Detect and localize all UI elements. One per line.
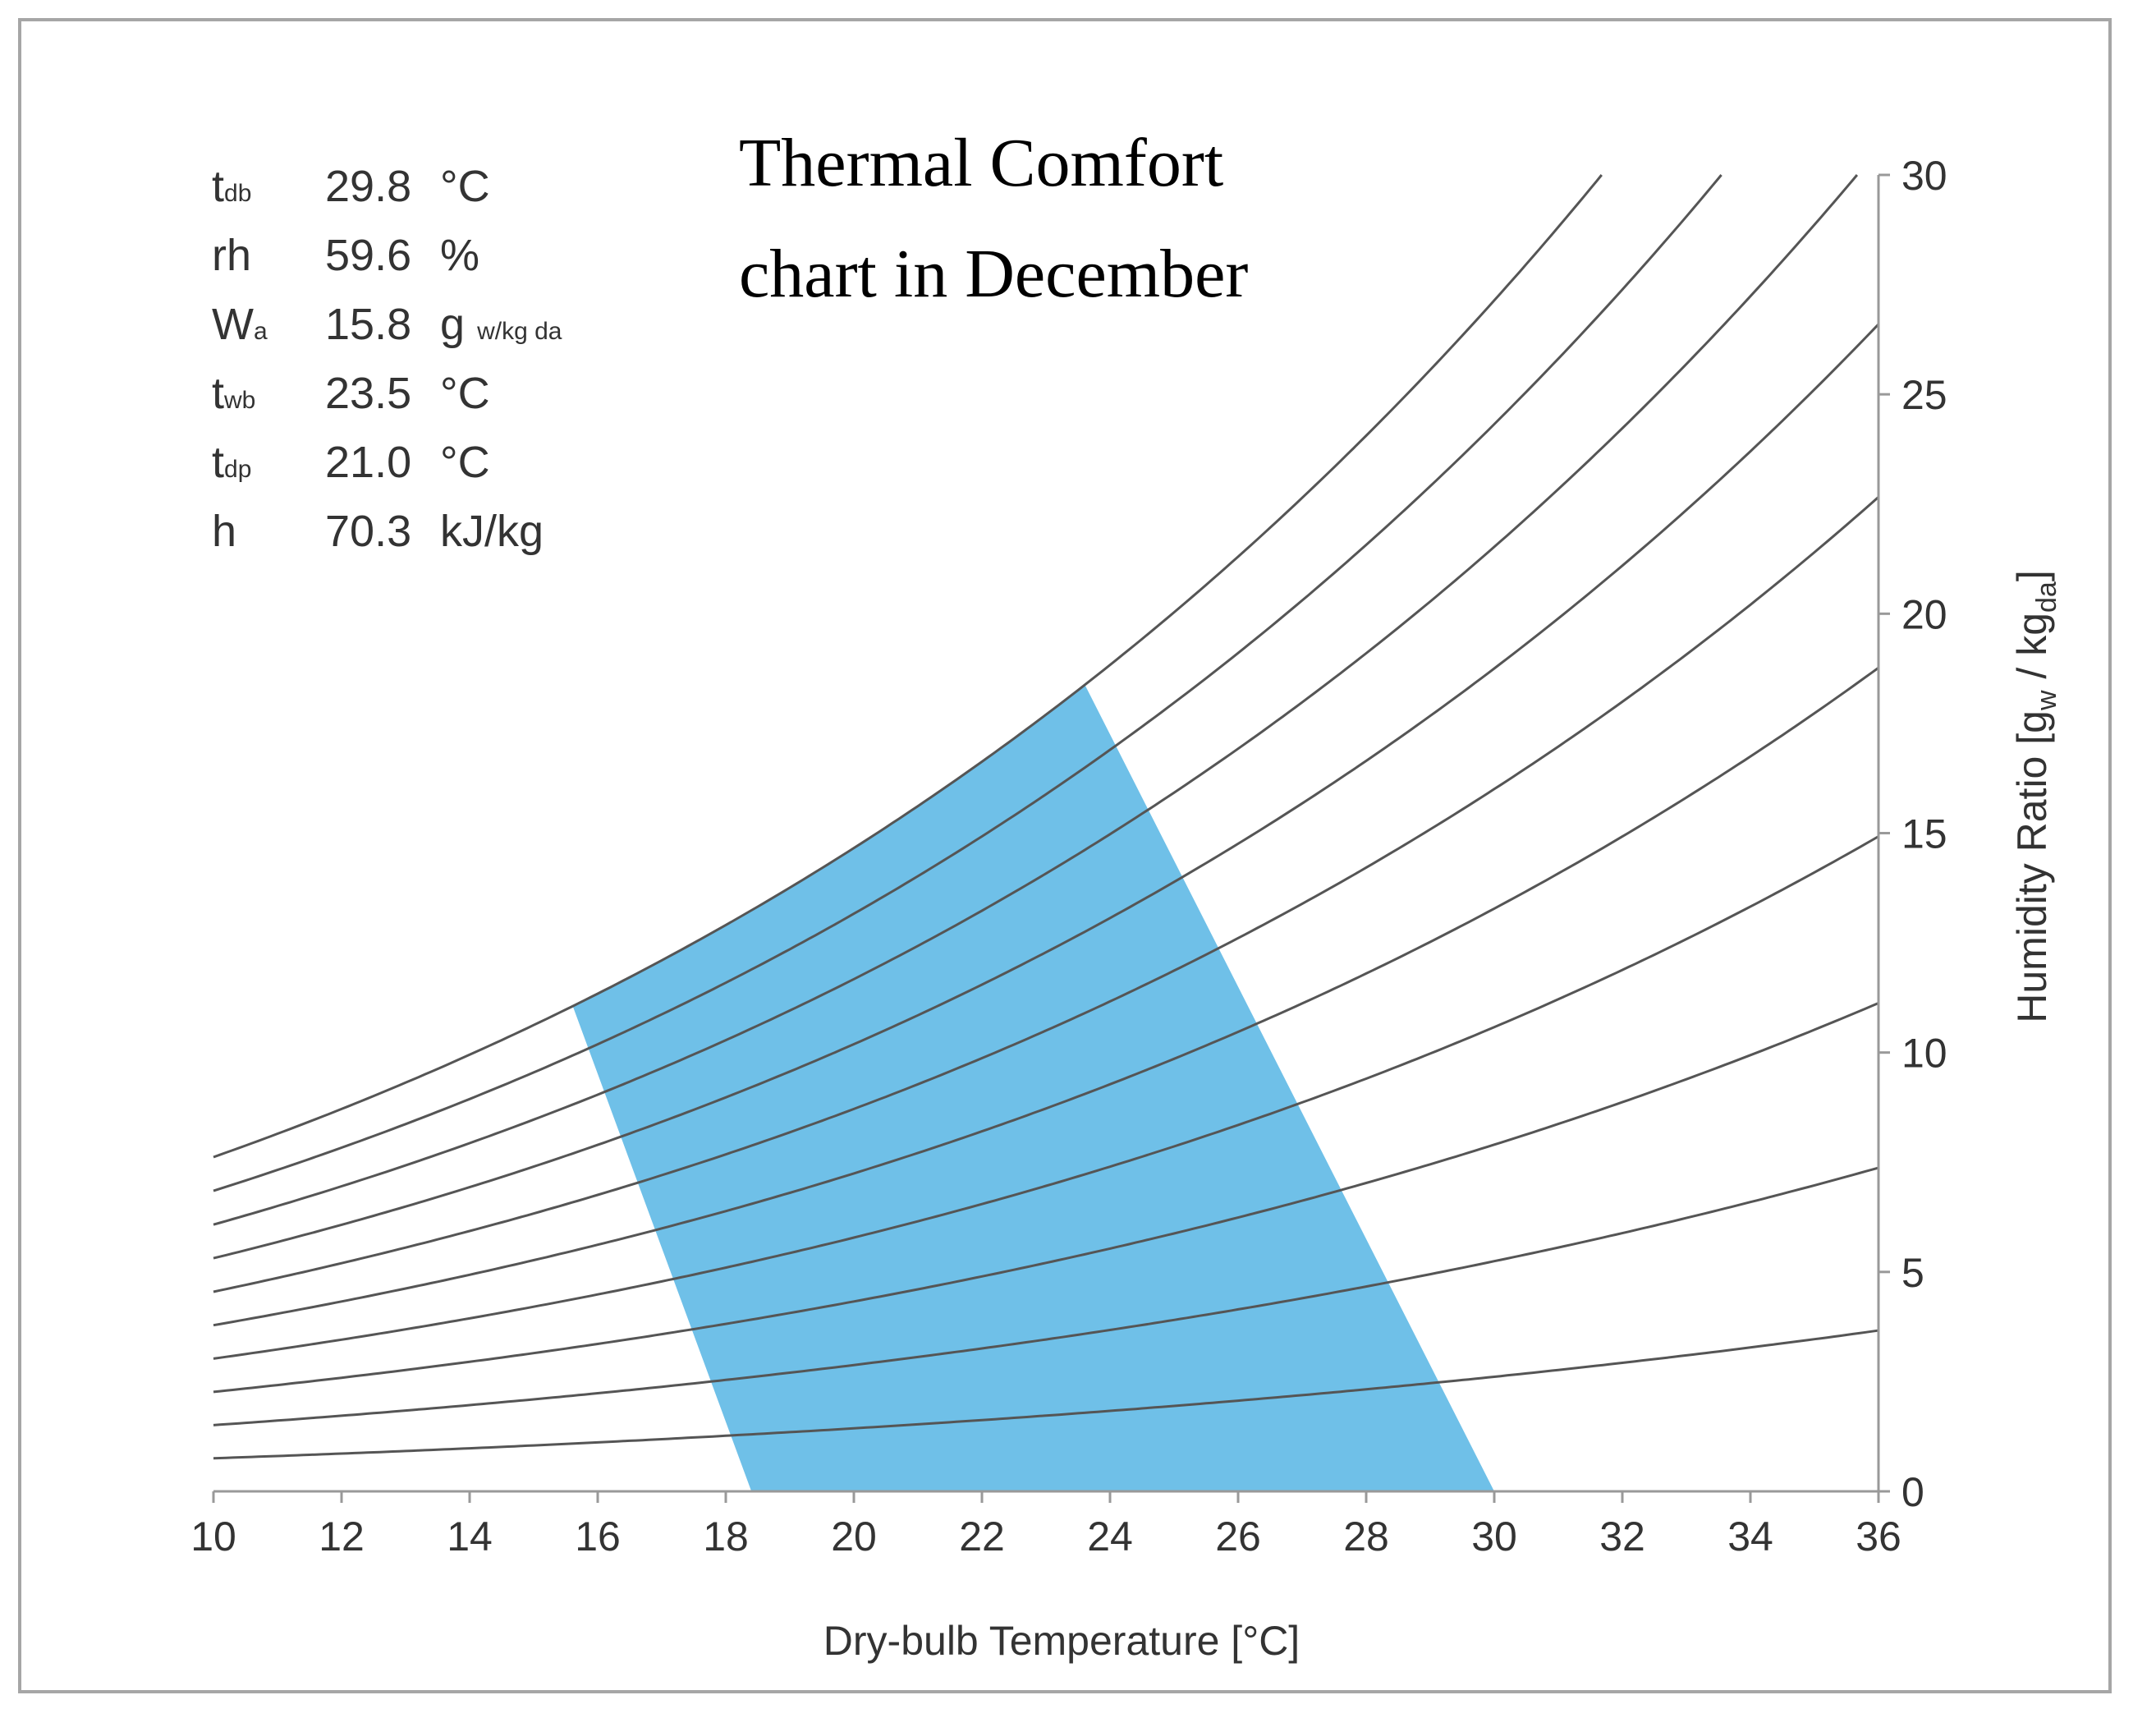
readout-unit: °C [440, 162, 490, 211]
rh-curve [213, 666, 1879, 1327]
readout-value: 29.8 [325, 162, 412, 211]
readout-unit: °C [440, 438, 490, 487]
x-tick-label: 10 [190, 1514, 236, 1560]
y-axis-label-main: Humidity Ratio [g [2009, 710, 2055, 1023]
x-axis-label: Dry-bulb Temperature [°C] [823, 1618, 1300, 1664]
rh-curve [213, 835, 1879, 1360]
y-axis-label-end: ] [2009, 570, 2055, 581]
rh-curve [213, 496, 1879, 1293]
y-axis-label-sub-da: da [2031, 581, 2062, 613]
readout-value: 15.8 [325, 300, 412, 349]
readout-unit: °C [440, 369, 490, 418]
readout-symbol: Wa [212, 300, 268, 349]
y-tick-label: 5 [1901, 1250, 1924, 1296]
rh-curve [213, 1329, 1879, 1460]
y-tick-label: 0 [1901, 1469, 1924, 1515]
rh-curves [213, 174, 1880, 1460]
x-tick-label: 30 [1471, 1514, 1517, 1560]
rh-curve [213, 174, 1603, 1159]
x-tick-label: 16 [575, 1514, 621, 1560]
y-axis-label: Humidity Ratio [gw / kgda] [2009, 570, 2062, 1022]
x-tick-label: 32 [1599, 1514, 1645, 1560]
y-tick-label: 15 [1901, 811, 1947, 857]
chart-title-line-2: chart in December [739, 236, 1249, 312]
rh-curve [213, 323, 1880, 1260]
readout-symbol: twb [212, 369, 256, 418]
comfort-zone [571, 683, 1494, 1491]
y-tick-label: 25 [1901, 372, 1947, 418]
y-tick-label: 10 [1901, 1031, 1947, 1077]
readout-unit: g w/kg da [440, 300, 562, 349]
readout-unit: kJ/kg [440, 507, 544, 556]
readout-symbol: h [212, 507, 237, 556]
y-axis-label-sub-w: w [2031, 690, 2062, 711]
x-tick-label: 24 [1087, 1514, 1133, 1560]
readout-value: 70.3 [325, 507, 412, 556]
readout-value: 23.5 [325, 369, 412, 418]
x-tick-label: 12 [319, 1514, 365, 1560]
readout-value: 59.6 [325, 231, 412, 280]
x-tick-label: 28 [1343, 1514, 1389, 1560]
y-axis: 0 5 10 15 20 25 30 [1877, 153, 1947, 1515]
x-tick-label: 22 [959, 1514, 1005, 1560]
x-tick-label: 20 [831, 1514, 877, 1560]
x-tick-label: 26 [1215, 1514, 1261, 1560]
y-axis-label-mid: / kg [2009, 613, 2055, 690]
x-tick-label: 14 [447, 1514, 493, 1560]
x-tick-label: 36 [1856, 1514, 1901, 1560]
rh-curve [213, 174, 1859, 1226]
x-tick-label: 18 [703, 1514, 749, 1560]
chart-title-line-1: Thermal Comfort [739, 125, 1224, 201]
readout-value: 21.0 [325, 438, 412, 487]
y-tick-label: 30 [1901, 153, 1947, 199]
readout-symbol: tdb [212, 162, 252, 211]
x-tick-label: 34 [1727, 1514, 1773, 1560]
rh-curve [213, 1166, 1879, 1426]
x-axis: 10 12 14 16 18 20 22 24 26 28 30 32 34 36 [190, 1490, 1901, 1560]
readout-unit: % [440, 231, 480, 280]
rh-curve [213, 1002, 1879, 1394]
readout-symbol: rh [212, 231, 252, 280]
readout-symbol: tdp [212, 438, 252, 487]
rh-curve [213, 174, 1723, 1192]
y-tick-label: 20 [1901, 591, 1947, 637]
